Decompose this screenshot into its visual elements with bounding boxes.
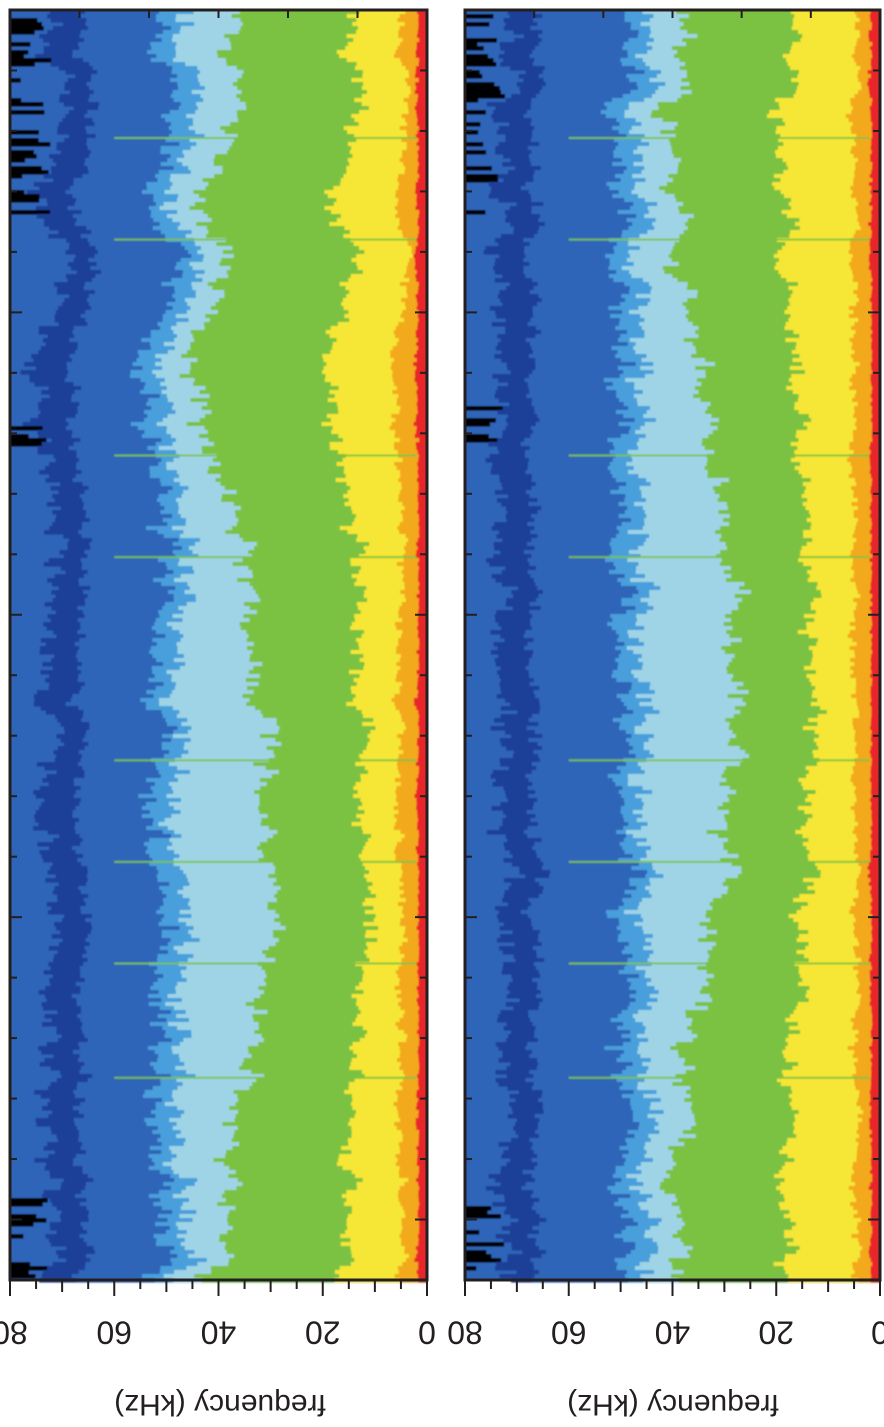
x-tick-label-20: 20	[305, 1315, 341, 1351]
x-tick-label-0: 0	[418, 1315, 436, 1351]
x-tick-label-40: 40	[655, 1315, 691, 1351]
x-tick-labels-left: 0 20 40 60 80	[0, 1315, 436, 1351]
panel-right: 0 20 40 60 80 frequency (kHz)	[447, 8, 884, 1421]
x-ticks-left	[9, 1280, 428, 1296]
x-tick-label-60: 60	[96, 1315, 132, 1351]
x-axis-label-right: frequency (kHz)	[567, 1388, 779, 1421]
x-tick-label-0: 0	[871, 1315, 884, 1351]
x-ticks-right	[464, 1280, 881, 1296]
x-axis-label-left: frequency (kHz)	[114, 1388, 326, 1421]
x-tick-label-60: 60	[551, 1315, 587, 1351]
panel-left: 0 20 40 60 80 frequency (kHz)	[0, 8, 436, 1421]
x-tick-label-80: 80	[0, 1315, 28, 1351]
x-tick-label-80: 80	[447, 1315, 483, 1351]
x-tick-label-40: 40	[201, 1315, 237, 1351]
y-ticks-left	[10, 10, 427, 1221]
heatmap-left	[10, 10, 428, 1283]
heatmap-right	[465, 10, 880, 1283]
x-tick-labels-right: 0 20 40 60 80	[447, 1315, 884, 1351]
y-ticks-right	[465, 10, 880, 1221]
x-tick-label-20: 20	[758, 1315, 794, 1351]
